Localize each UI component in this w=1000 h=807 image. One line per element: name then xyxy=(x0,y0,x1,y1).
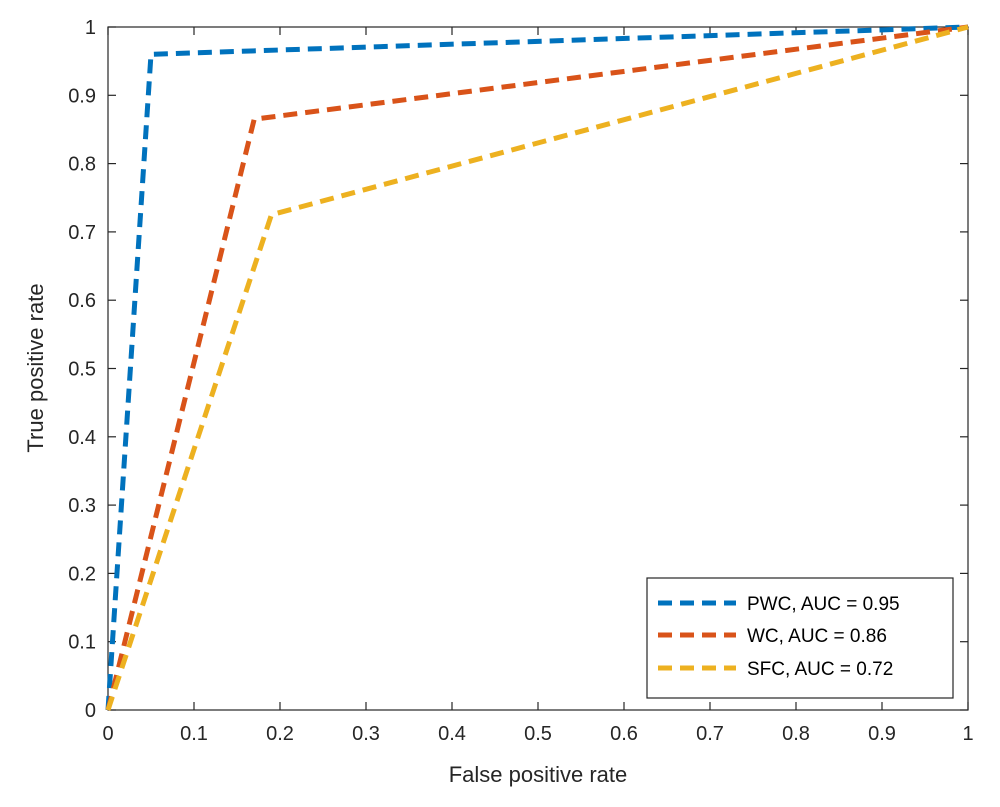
y-tick-label: 0.3 xyxy=(68,495,96,517)
legend-label-pwc: PWC, AUC = 0.95 xyxy=(747,594,900,615)
axis-ticks: 0 0.1 0.2 0.3 0.4 0.5 0.6 0.7 0.8 0.9 1 0 0.1 0.2 0.3 0… xyxy=(68,17,973,745)
y-tick-label: 0.7 xyxy=(68,222,96,244)
y-tick-label: 0.8 xyxy=(68,154,96,176)
x-tick-label: 0.1 xyxy=(180,723,208,745)
x-tick-label: 0.2 xyxy=(266,723,294,745)
x-tick-label: 0.4 xyxy=(438,723,466,745)
y-tick-label: 0.4 xyxy=(68,427,96,449)
x-axis-label: False positive rate xyxy=(449,762,628,787)
x-tick-label: 0.3 xyxy=(352,723,380,745)
legend-label-sfc: SFC, AUC = 0.72 xyxy=(747,659,893,680)
x-tick-label: 1 xyxy=(962,723,973,745)
y-axis-label: True positive rate xyxy=(23,283,48,452)
y-tick-label: 0 xyxy=(85,700,96,722)
legend: PWC, AUC = 0.95 WC, AUC = 0.86 SFC, AUC … xyxy=(646,577,954,699)
x-tick-label: 0.6 xyxy=(610,723,638,745)
legend-label-wc: WC, AUC = 0.86 xyxy=(747,626,887,647)
legend-box xyxy=(646,577,954,699)
series-layer xyxy=(105,24,969,711)
y-tick-label: 1 xyxy=(85,17,96,39)
x-tick-label: 0.9 xyxy=(868,723,896,745)
series-line-sfc xyxy=(105,24,969,711)
x-tick-label: 0.5 xyxy=(524,723,552,745)
y-tick-label: 0.2 xyxy=(68,563,96,585)
series-line-wc xyxy=(105,24,969,711)
y-tick-label: 0.9 xyxy=(68,85,96,107)
x-tick-label: 0.8 xyxy=(782,723,810,745)
x-tick-label: 0 xyxy=(102,723,113,745)
x-tick-label: 0.7 xyxy=(696,723,724,745)
y-tick-label: 0.5 xyxy=(68,359,96,381)
y-tick-label: 0.1 xyxy=(68,632,96,654)
y-tick-label: 0.6 xyxy=(68,290,96,312)
